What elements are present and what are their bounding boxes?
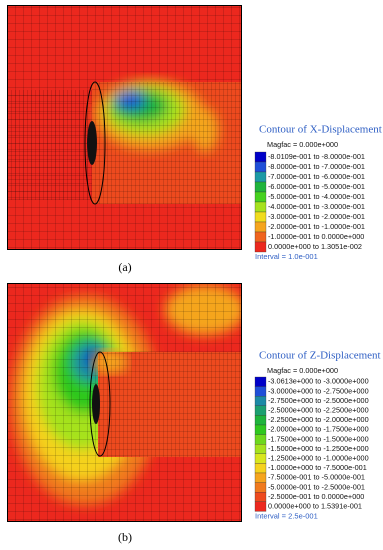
legend-label: 0.0000e+000 to 1.3051e-002	[268, 242, 362, 251]
legend-swatch	[254, 501, 267, 512]
legend-label: -1.2500e+000 to -1.0000e+000	[268, 454, 369, 463]
legend-label: -1.0000e-001 to 0.0000e+000	[268, 232, 364, 241]
legend-label: -3.0613e+000 to -3.0000e+000	[268, 377, 369, 386]
legend-swatch	[254, 434, 267, 445]
legend-label: -2.2500e+000 to -2.0000e+000	[268, 415, 369, 424]
legend-label: -2.7500e+000 to -2.5000e+000	[268, 396, 369, 405]
contour-plot-b	[7, 283, 242, 522]
legend-swatch	[254, 482, 267, 493]
legend-label: -7.5000e-001 to -5.0000e-001	[268, 473, 365, 482]
legend-label: -5.0000e-001 to -4.0000e-001	[268, 192, 365, 201]
legend-swatch	[254, 171, 267, 183]
contour-plot-a	[7, 5, 242, 250]
mesh-fine	[7, 90, 97, 200]
tunnel-core	[92, 384, 100, 424]
legend-label: -1.0000e+000 to -7.5000e-001	[268, 463, 367, 472]
legend-magfac: Magfac = 0.000e+000	[267, 140, 338, 149]
legend-interval: Interval = 2.5e-001	[255, 511, 318, 520]
tunnel-face	[89, 351, 111, 457]
tunnel-face	[84, 81, 106, 205]
caption: (b)	[118, 530, 132, 544]
legend-swatch	[254, 405, 267, 416]
legend-swatch	[254, 424, 267, 435]
legend-swatch	[254, 376, 267, 387]
legend-label: -6.0000e-001 to -5.0000e-001	[268, 182, 365, 191]
legend-title: Contour of X-Displacement	[259, 124, 382, 136]
legend-swatch	[254, 231, 267, 243]
plot-frame	[7, 5, 242, 250]
legend-swatch	[254, 472, 267, 483]
legend-label: -8.0000e-001 to -7.0000e-001	[268, 162, 365, 171]
legend-label: -7.0000e-001 to -6.0000e-001	[268, 172, 365, 181]
legend-swatch	[254, 151, 267, 163]
legend-swatch	[254, 221, 267, 233]
tunnel-mesh	[98, 352, 242, 457]
legend-label: -5.0000e-001 to -2.5000e-001	[268, 482, 365, 491]
legend-label: -2.0000e-001 to -1.0000e-001	[268, 222, 365, 231]
legend-swatch	[254, 201, 267, 213]
legend-label: -1.5000e+000 to -1.2500e+000	[268, 444, 369, 453]
legend-label: -2.5000e-001 to 0.0000e+000	[268, 492, 364, 501]
tunnel-core	[87, 121, 97, 165]
plot-frame	[7, 283, 242, 522]
tunnel-mesh	[92, 82, 242, 204]
legend-interval: Interval = 1.0e-001	[255, 252, 318, 261]
legend-label: -3.0000e+000 to -2.7500e+000	[268, 386, 369, 395]
legend-swatch	[254, 181, 267, 193]
legend-label: -2.0000e+000 to -1.7500e+000	[268, 425, 369, 434]
legend-swatch	[254, 492, 267, 502]
caption: (a)	[118, 260, 131, 274]
legend-label: -1.7500e+000 to -1.5000e+000	[268, 434, 369, 443]
legend-magfac: Magfac = 0.000e+000	[267, 366, 338, 375]
legend-swatch	[254, 444, 267, 454]
legend-label: -8.0109e-001 to -8.0000e-001	[268, 152, 365, 161]
legend-swatch	[254, 463, 267, 474]
legend-swatch	[254, 415, 267, 426]
legend-swatch	[254, 453, 267, 464]
legend-swatch	[254, 396, 267, 406]
legend-title: Contour of Z-Displacement	[259, 350, 381, 362]
legend-label: -2.5000e+000 to -2.2500e+000	[268, 406, 369, 415]
legend-swatch	[254, 241, 267, 253]
legend-swatch	[254, 211, 267, 223]
legend-label: 0.0000e+000 to 1.5391e-001	[268, 502, 362, 511]
legend-label: -4.0000e-001 to -3.0000e-001	[268, 202, 365, 211]
legend-swatch	[254, 161, 267, 173]
legend-swatch	[254, 386, 267, 397]
legend-swatch	[254, 191, 267, 203]
legend-label: -3.0000e-001 to -2.0000e-001	[268, 212, 365, 221]
